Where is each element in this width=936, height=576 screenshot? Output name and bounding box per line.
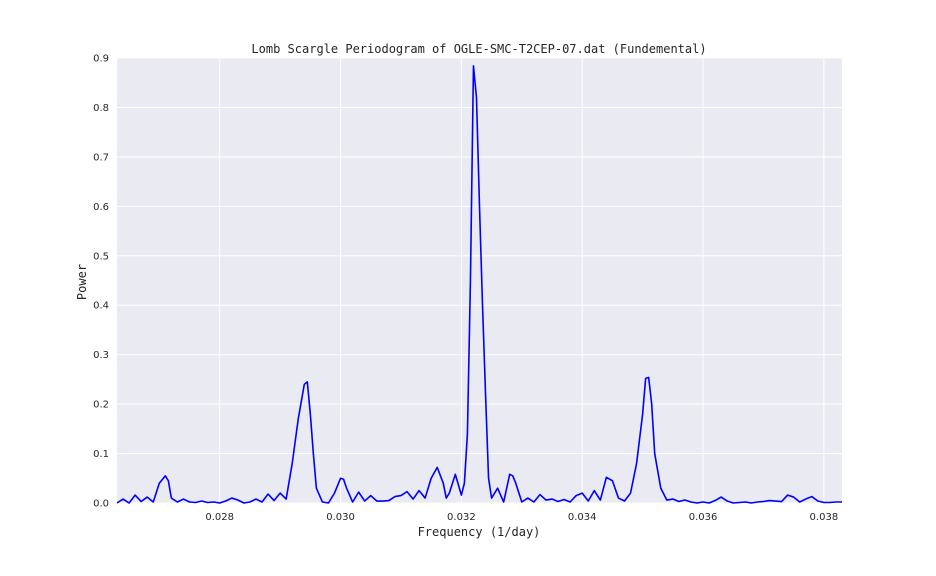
x-tick-label: 0.028 <box>205 512 234 523</box>
y-tick-label: 0.5 <box>93 251 109 262</box>
y-tick-label: 0.0 <box>93 499 109 510</box>
x-tick-label: 0.036 <box>689 512 718 523</box>
y-tick-label: 0.3 <box>93 350 109 361</box>
power-series-line <box>116 65 842 504</box>
y-tick-labels: 0.0 0.1 0.2 0.3 0.4 0.5 0.6 0.7 0.8 0.9 <box>93 54 109 510</box>
chart-title: Lomb Scargle Periodogram of OGLE-SMC-T2C… <box>251 42 706 56</box>
y-tick-label: 0.2 <box>93 400 109 411</box>
y-tick-label: 0.1 <box>93 449 109 460</box>
y-tick-label: 0.8 <box>93 103 109 114</box>
y-tick-label: 0.4 <box>93 301 109 312</box>
x-axis-label: Frequency (1/day) <box>418 525 541 539</box>
y-axis-label: Power <box>75 264 89 300</box>
y-tick-label: 0.7 <box>93 152 109 163</box>
gridlines <box>117 57 842 504</box>
x-tick-labels: 0.028 0.030 0.032 0.034 0.036 0.038 <box>205 512 838 523</box>
x-tick-label: 0.032 <box>447 512 476 523</box>
x-tick-label: 0.038 <box>810 512 839 523</box>
x-tick-label: 0.034 <box>568 512 597 523</box>
y-tick-label: 0.6 <box>93 202 109 213</box>
y-tick-label: 0.9 <box>93 54 109 65</box>
plot-area <box>117 58 842 503</box>
x-tick-label: 0.030 <box>326 512 355 523</box>
